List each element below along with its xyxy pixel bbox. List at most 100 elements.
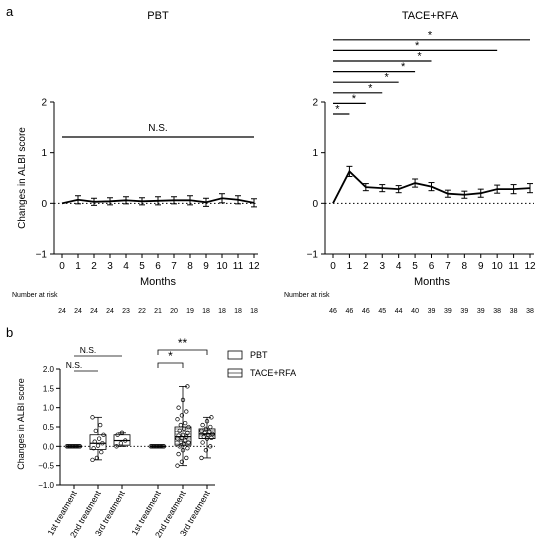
box-point [201,434,206,439]
box-point [176,405,181,410]
tace-rfa-risk-label: Number at risk [284,292,330,299]
box-point [208,444,213,449]
pbt-sig-label: N.S. [148,123,167,134]
box-point [186,424,191,430]
pbt-risk-value: 18 [218,308,226,315]
box-y-tick-label: 1.5 [43,384,55,393]
tace-rfa-sig-label: * [385,72,390,84]
pbt-title: PBT [147,10,169,22]
box-point [98,422,103,428]
box-point [77,444,83,449]
box-point [93,428,98,434]
tace-rfa-x-tick-label: 2 [363,261,369,272]
box-point [200,440,205,445]
pbt-risk-value: 22 [138,308,146,315]
tace-rfa-risk-value: 38 [526,308,534,315]
box-point [159,444,164,449]
box-point [180,432,186,437]
box-iqr [89,434,107,450]
pbt-risk-value: 24 [90,308,98,315]
box-point [181,426,187,432]
pbt-risk-value: 24 [58,308,66,315]
box-point [175,463,180,468]
pbt-risk-value: 24 [106,308,114,315]
pbt-risk-value: 18 [250,308,258,315]
box-sig-label: ** [178,336,188,350]
pbt-risk-value: 18 [202,308,210,315]
box-point [179,459,185,464]
box-point [199,428,204,434]
tace-rfa-risk-value: 46 [362,308,370,315]
tace-rfa-sig-label: * [401,61,406,73]
box-point [96,436,102,441]
tace-rfa-y-tick-label: 1 [312,148,318,159]
box-point [75,444,80,449]
tace-rfa-x-tick-label: 12 [524,261,536,272]
pbt-risk-label: Number at risk [12,292,58,299]
tace-rfa-line-chart: TACE+RFA Months Number at risk −10120461… [284,10,536,315]
tace-rfa-sig-label: * [352,93,357,105]
tace-rfa-x-tick-label: 8 [462,261,468,272]
box-ylabel: Changes in ALBI score [16,378,26,470]
pbt-y-tick-label: 1 [41,148,47,159]
box-point [114,444,119,449]
pbt-y-tick-label: 0 [41,199,47,210]
box-point [177,444,182,449]
tace-rfa-x-tick-label: 1 [347,261,353,272]
tace-rfa-sig-label: * [417,51,422,63]
box-point [208,424,213,430]
box-point [100,441,105,446]
box-point [177,428,182,434]
box-point [185,446,190,451]
pbt-x-tick-label: 5 [139,261,145,272]
tace-rfa-risk-value: 46 [329,308,337,315]
box-point [207,429,212,434]
tace-rfa-risk-value: 40 [411,308,419,315]
box-sig-bracket [157,349,208,355]
pbt-x-tick-label: 12 [248,261,260,272]
box-point [178,439,183,444]
box-point [95,443,101,448]
box-point [204,419,210,424]
tace-rfa-risk-value: 38 [510,308,518,315]
box-point [184,455,189,461]
box-y-tick-label: 0.0 [43,442,55,451]
box-point [76,444,81,449]
box-point [209,435,214,440]
box-point [179,413,185,418]
panel-a-label: a [6,4,14,19]
box-point [203,448,209,453]
box-y-tick-label: −1.0 [38,481,54,490]
tace-rfa-x-tick-label: 6 [429,261,435,272]
pbt-x-tick-label: 7 [171,261,177,272]
tace-rfa-sig-label: * [368,82,373,94]
box-point [123,438,128,443]
pbt-x-tick-label: 8 [187,261,193,272]
box-sig-label: * [168,349,173,363]
box-point [161,444,167,449]
box-point [183,438,188,443]
pbt-risk-value: 21 [154,308,162,315]
box-point [184,409,189,414]
tace-rfa-risk-value: 39 [460,308,468,315]
box-point [115,432,120,437]
tace-rfa-x-tick-label: 7 [445,261,451,272]
tace-rfa-sig-label: * [415,40,420,52]
box-point [94,455,100,461]
tace-rfa-x-tick-label: 3 [379,261,385,272]
pbt-y-tick-label: 2 [41,98,47,109]
pbt-risk-value: 19 [186,308,194,315]
box-point [186,440,191,445]
box-y-tick-label: 0.5 [43,423,55,432]
box-point [90,415,95,420]
box-point [199,455,204,461]
box-sig-bracket [157,362,184,368]
legend-tace-rfa-label: TACE+RFA [250,368,296,378]
pbt-risk-value: 20 [170,308,178,315]
box-point [184,434,189,439]
pbt-plot-area: −101202412422432442352262172081991810181… [36,98,260,316]
box-point [209,415,214,420]
tace-rfa-y-tick-label: −1 [307,250,319,261]
